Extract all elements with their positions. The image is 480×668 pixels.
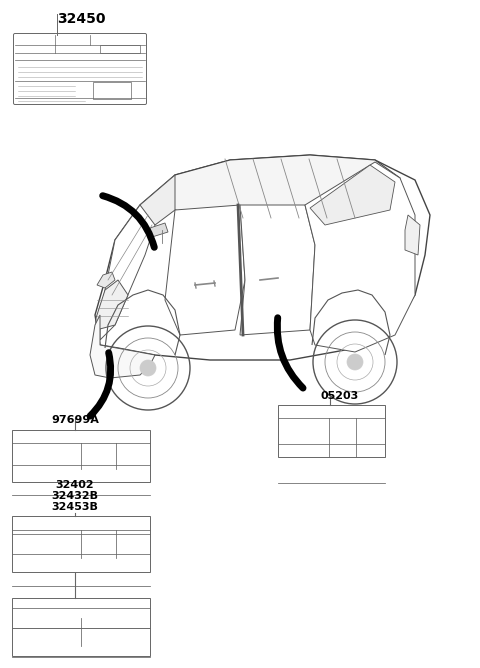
Polygon shape	[405, 215, 420, 255]
Polygon shape	[305, 162, 415, 352]
Polygon shape	[100, 205, 155, 340]
Polygon shape	[140, 175, 175, 225]
Text: 05203: 05203	[321, 391, 359, 401]
Polygon shape	[240, 205, 315, 335]
Polygon shape	[165, 155, 400, 220]
Bar	[100, 45, 140, 53]
Polygon shape	[165, 205, 245, 335]
Text: 97699A: 97699A	[51, 415, 99, 425]
Bar	[93, 82, 131, 99]
Bar	[12, 430, 150, 482]
Circle shape	[347, 354, 363, 370]
Bar	[278, 405, 385, 457]
Text: 32450: 32450	[57, 12, 106, 26]
Polygon shape	[310, 165, 395, 225]
FancyBboxPatch shape	[13, 33, 146, 104]
Polygon shape	[90, 315, 155, 378]
Text: 32432B: 32432B	[51, 491, 98, 501]
Polygon shape	[97, 272, 115, 288]
Bar	[12, 516, 150, 572]
Text: 32402: 32402	[56, 480, 94, 490]
Bar	[12, 598, 150, 656]
Circle shape	[140, 360, 156, 376]
Text: 32453B: 32453B	[51, 502, 98, 512]
Polygon shape	[95, 155, 430, 360]
Polygon shape	[96, 280, 128, 330]
Polygon shape	[150, 223, 168, 237]
